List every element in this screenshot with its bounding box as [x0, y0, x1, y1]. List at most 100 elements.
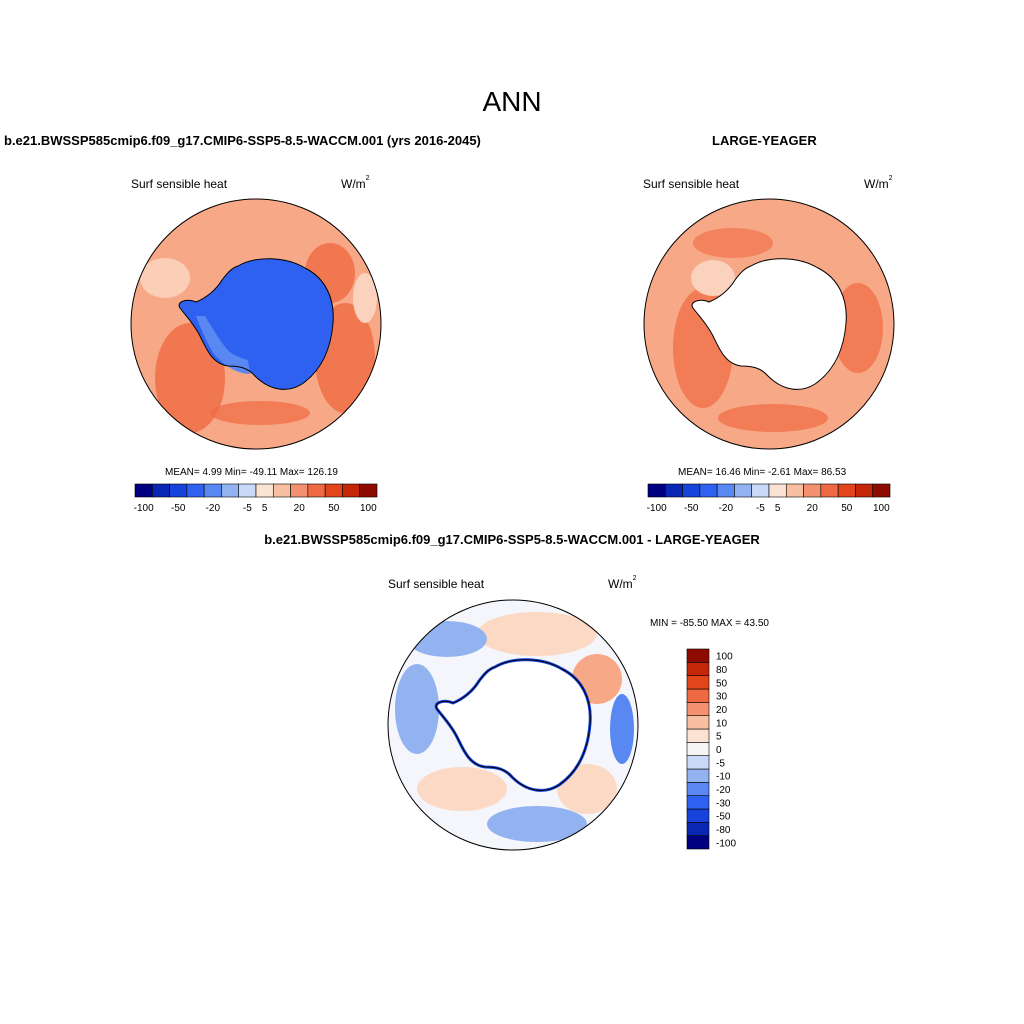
colorbar-box	[647, 483, 666, 498]
negative-anomaly	[487, 806, 587, 842]
positive-anomaly	[417, 767, 507, 811]
colorbar-box	[255, 483, 274, 498]
colorbar-tick-label: 0	[716, 745, 722, 756]
positive-anomaly	[477, 612, 597, 656]
colorbar-tick-label: -10	[716, 772, 731, 783]
colorbar-box	[686, 768, 710, 783]
colorbar-tick-label: -50	[716, 812, 731, 823]
colorbar-box	[151, 483, 170, 498]
ocean-hot-patch	[718, 404, 828, 432]
colorbar-model: -100 -50 -20 -5 5 20 50 100	[134, 483, 378, 514]
colorbar-tick-label: 50	[841, 503, 853, 514]
colorbar-box	[664, 483, 683, 498]
colorbar-tick-label: 30	[716, 692, 728, 703]
colorbar-box	[221, 483, 240, 498]
colorbar-tick-label: 50	[328, 503, 340, 514]
colorbar-tick-label: -100	[134, 503, 154, 514]
units-label-model: W/m2	[341, 175, 370, 191]
colorbar-box	[686, 755, 710, 770]
units-label-obs: W/m2	[864, 175, 893, 191]
colorbar-box	[134, 483, 153, 498]
negative-anomaly	[395, 664, 439, 754]
variable-label-model: Surf sensible heat	[131, 177, 228, 191]
colorbar-box	[768, 483, 787, 498]
colorbar-tick-label: 20	[294, 503, 306, 514]
colorbar-tick-label: -5	[243, 503, 252, 514]
colorbar-box	[785, 483, 804, 498]
colorbar-box	[872, 483, 891, 498]
colorbar-box	[682, 483, 701, 498]
colorbar-box	[734, 483, 753, 498]
colorbar-box	[837, 483, 856, 498]
negative-anomaly	[407, 621, 487, 657]
colorbar-tick-label: -100	[716, 838, 736, 849]
colorbar-tick-label: -100	[647, 503, 667, 514]
colorbar-tick-label: 20	[807, 503, 819, 514]
ocean-pale-patch	[691, 260, 735, 296]
colorbar-box	[272, 483, 291, 498]
stats-label-obs: MEAN= 16.46 Min= -2.61 Max= 86.53	[678, 467, 847, 478]
colorbar-box	[686, 835, 710, 850]
antarctica-coastline	[178, 258, 334, 390]
polar-map-model	[130, 198, 382, 450]
colorbar-box	[686, 795, 710, 810]
colorbar-tick-label: 20	[716, 705, 728, 716]
colorbar-tick-label: 100	[873, 503, 890, 514]
colorbar-tick-label: -20	[716, 785, 731, 796]
colorbar-box	[686, 702, 710, 716]
colorbar-tick-label: 5	[262, 503, 268, 514]
stats-label-model: MEAN= 4.99 Min= -49.11 Max= 126.19	[165, 467, 338, 478]
colorbar-box	[290, 483, 309, 498]
colorbar-box	[751, 483, 770, 498]
negative-anomaly	[610, 694, 634, 764]
colorbar-tick-label: 100	[716, 652, 733, 663]
colorbar-box	[342, 483, 361, 498]
ocean-hot-patch	[693, 228, 773, 258]
ocean-pale-patch	[353, 273, 377, 323]
stats-label-diff: MIN = -85.50 MAX = 43.50	[650, 618, 769, 629]
colorbar-tick-label: -20	[719, 503, 734, 514]
antarctica-coastline	[435, 659, 591, 791]
polar-map-diff	[387, 599, 639, 851]
panel-title-obs: LARGE-YEAGER	[712, 133, 817, 148]
colorbar-box	[686, 728, 710, 743]
variable-label-diff: Surf sensible heat	[388, 577, 485, 591]
colorbar-box	[686, 742, 710, 756]
colorbar-box	[169, 483, 188, 498]
colorbar-tick-label: -5	[716, 758, 725, 769]
colorbar-box	[686, 808, 710, 823]
units-label-diff: W/m2	[608, 575, 637, 591]
colorbar-tick-label: 50	[716, 678, 728, 689]
polar-map-obs	[643, 198, 895, 450]
map-boundary	[643, 198, 895, 450]
colorbar-box	[686, 675, 710, 690]
colorbar-tick-label: -50	[684, 503, 699, 514]
figure-title: ANN	[482, 86, 542, 117]
colorbar-box	[716, 483, 735, 498]
colorbar-tick-label: 5	[775, 503, 781, 514]
colorbar-box	[203, 483, 222, 498]
colorbar-box	[186, 483, 205, 498]
colorbar-tick-label: -30	[716, 798, 731, 809]
colorbar-tick-label: -5	[756, 503, 765, 514]
colorbar-box	[803, 483, 822, 498]
colorbar-box	[686, 648, 710, 663]
ocean-hot-patch	[210, 401, 310, 425]
colorbar-box	[820, 483, 839, 498]
map-boundary	[387, 599, 639, 851]
colorbar-tick-label: 100	[360, 503, 377, 514]
antarctic-peninsula-ice	[196, 316, 250, 374]
variable-label-obs: Surf sensible heat	[643, 177, 740, 191]
colorbar-box	[324, 483, 343, 498]
colorbar-box	[686, 688, 710, 703]
positive-anomaly	[557, 764, 617, 814]
panel-title-diff: b.e21.BWSSP585cmip6.f09_g17.CMIP6-SSP5-8…	[264, 532, 760, 547]
ocean-pale-patch	[140, 258, 190, 298]
colorbar-tick-label: 80	[716, 665, 728, 676]
colorbar-box	[686, 782, 710, 796]
colorbar-tick-label: 10	[716, 718, 728, 729]
colorbar-box	[855, 483, 874, 498]
colorbar-tick-label: 5	[716, 732, 722, 743]
panel-title-model: b.e21.BWSSP585cmip6.f09_g17.CMIP6-SSP5-8…	[4, 133, 481, 148]
